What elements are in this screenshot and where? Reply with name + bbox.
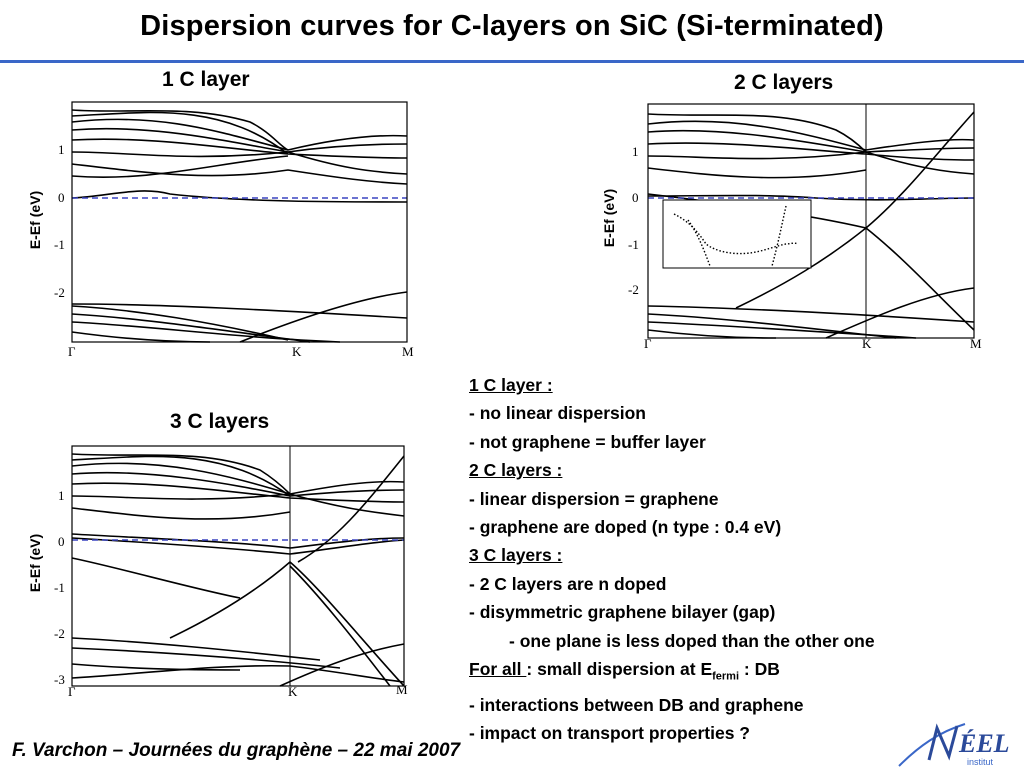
note-line: - disymmetric graphene bilayer (gap) (469, 602, 776, 623)
notes-block: 1 C layer : - no linear dispersion - not… (469, 371, 875, 748)
panel-1-ytick: 0 (58, 190, 65, 205)
panel-2-ytick: 0 (632, 190, 639, 205)
panel-3-ytick: 0 (58, 534, 65, 549)
note-line: - linear dispersion = graphene (469, 488, 719, 509)
panel-1-xtick: Γ (68, 344, 76, 359)
for-all-label: For all (469, 659, 527, 680)
panel-3-frame (71, 445, 405, 687)
svg-text:institut: institut (967, 757, 994, 767)
panel-2-xtick: K (862, 336, 872, 351)
panel-2-ytick: 1 (632, 144, 639, 159)
note-line: - no linear dispersion (469, 403, 646, 424)
note-line: - 2 C layers are n doped (469, 573, 667, 594)
panel-3-ytick: -3 (54, 672, 65, 687)
note-line: - not graphene = buffer layer (469, 431, 706, 452)
panel-2-ylabel: E-Ef (eV) (601, 188, 618, 248)
note-line: - graphene are doped (n type : 0.4 eV) (469, 517, 782, 538)
slide-footer: F. Varchon – Journées du graphène – 22 m… (12, 740, 461, 761)
panel-1-xtick: K (292, 344, 302, 359)
note-3-heading: 3 C layers : (469, 545, 563, 566)
note-2-heading: 2 C layers : (469, 460, 563, 481)
panel-3-title: 3 C layers (170, 410, 270, 433)
slide-title: Dispersion curves for C-layers on SiC (S… (140, 10, 884, 42)
svg-text:ÉEL: ÉEL (958, 729, 1010, 758)
panel-2-inset (662, 199, 812, 269)
panel-1-ytick: 1 (58, 142, 65, 157)
panel-1-bands (71, 109, 408, 343)
panel-3-bands (71, 453, 405, 687)
panel-3-plot: 1 0 -1 -2 -3 Γ K M (54, 445, 408, 699)
note-for-all: For all : small dispersion at Efermi : D… (469, 659, 780, 683)
panel-2-title: 2 C layers (734, 71, 834, 94)
title-rule (0, 60, 1024, 63)
panel-3-xtick: K (288, 684, 298, 699)
panel-1-ytick: -1 (54, 237, 65, 252)
panel-3-xtick: Γ (68, 684, 76, 699)
panel-2-plot: 1 0 -1 -2 Γ K M (628, 103, 982, 351)
panel-1-ytick: -2 (54, 285, 65, 300)
note-line: - impact on transport properties ? (469, 723, 750, 744)
panel-1-xtick: M (402, 344, 414, 359)
panel-1-title: 1 C layer (162, 68, 250, 91)
neel-institut-logo: ÉEL institut (898, 723, 1010, 767)
panel-1-plot: 1 0 -1 -2 Γ K M (54, 101, 414, 359)
note-line: - one plane is less doped than the other… (509, 630, 875, 651)
panel-2-xtick: M (970, 336, 982, 351)
panel-1-frame (71, 101, 408, 343)
panel-3-ytick: -1 (54, 580, 65, 595)
note-1-heading: 1 C layer : (469, 375, 553, 395)
note-line: - interactions between DB and graphene (469, 694, 804, 715)
panel-2-frame (647, 103, 975, 339)
panel-3-ytick: -2 (54, 626, 65, 641)
panel-2-xtick: Γ (644, 336, 652, 351)
panel-2-ytick: -1 (628, 237, 639, 252)
panel-2-ytick: -2 (628, 282, 639, 297)
panel-3-ytick: 1 (58, 488, 65, 503)
